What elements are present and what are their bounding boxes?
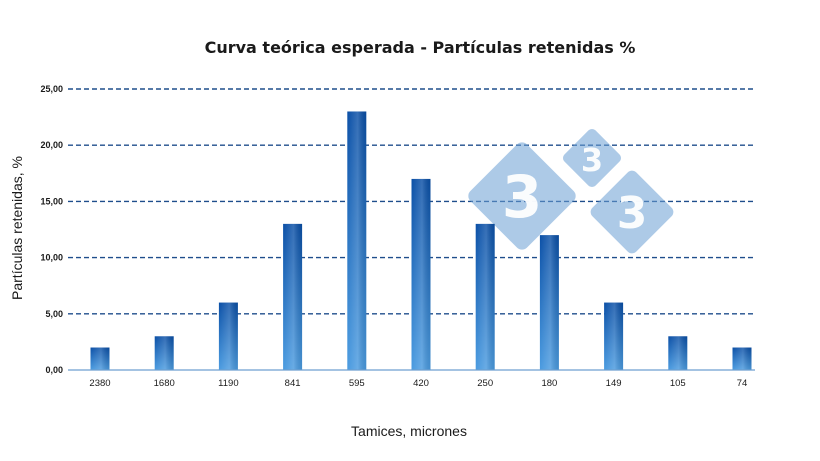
x-tick-label: 2380	[89, 378, 110, 389]
bar-shine	[411, 178, 431, 370]
bar-shine	[347, 111, 367, 370]
watermark-diamond-small	[562, 128, 622, 188]
bar-shine	[154, 336, 174, 370]
x-tick-label: 74	[737, 378, 748, 389]
y-tick-label: 20,00	[40, 140, 63, 150]
x-tick-label: 841	[285, 378, 301, 389]
x-tick-label: 105	[670, 378, 686, 389]
watermark-numeral-medium: 3	[617, 188, 648, 239]
bar	[154, 336, 174, 370]
watermark-numeral-small: 3	[581, 141, 603, 179]
bar	[283, 223, 303, 370]
bar	[539, 235, 559, 370]
bar-shine	[218, 302, 238, 370]
watermark-numeral-large: 3	[502, 163, 542, 231]
x-tick-label: 420	[413, 378, 429, 389]
y-axis-label: Partículas retenidas, %	[9, 156, 25, 300]
y-tick-label: 0,00	[45, 365, 63, 375]
y-tick-label: 15,00	[40, 196, 63, 206]
bar-shine	[732, 347, 752, 370]
bar-shine	[475, 223, 495, 370]
y-axis-ticks: 0,00 5,00 10,00 15,00 20,00 25,00	[40, 84, 63, 375]
bar	[218, 302, 238, 370]
bar	[90, 347, 110, 370]
y-tick-label: 5,00	[45, 309, 63, 319]
x-tick-label: 180	[541, 378, 557, 389]
bar	[475, 223, 495, 370]
x-tick-label: 149	[606, 378, 622, 389]
x-tick-label: 595	[349, 378, 365, 389]
chart-title: Curva teórica esperada - Partículas rete…	[205, 38, 636, 57]
bar-shine	[283, 223, 303, 370]
bar	[732, 347, 752, 370]
bar-shine	[668, 336, 688, 370]
x-tick-label: 1190	[218, 378, 238, 389]
bars	[90, 111, 752, 370]
x-axis-ticks: 2380 1680 1190 841 595 420 250 180 149 105 74	[89, 378, 747, 389]
x-tick-label: 250	[477, 378, 493, 389]
y-tick-label: 25,00	[40, 84, 63, 94]
bar	[347, 111, 367, 370]
watermark-diamond-large	[468, 142, 576, 250]
bar	[411, 178, 431, 370]
bar	[604, 302, 624, 370]
watermark-diamond-medium	[590, 170, 674, 254]
bar-shine	[539, 235, 559, 370]
bar	[668, 336, 688, 370]
bar-shine	[604, 302, 624, 370]
y-tick-label: 10,00	[40, 253, 63, 263]
x-tick-label: 1680	[154, 378, 175, 389]
bar-shine	[90, 347, 110, 370]
watermark-logo: 3 3 3	[468, 128, 674, 254]
x-axis-label: Tamices, micrones	[351, 423, 467, 439]
